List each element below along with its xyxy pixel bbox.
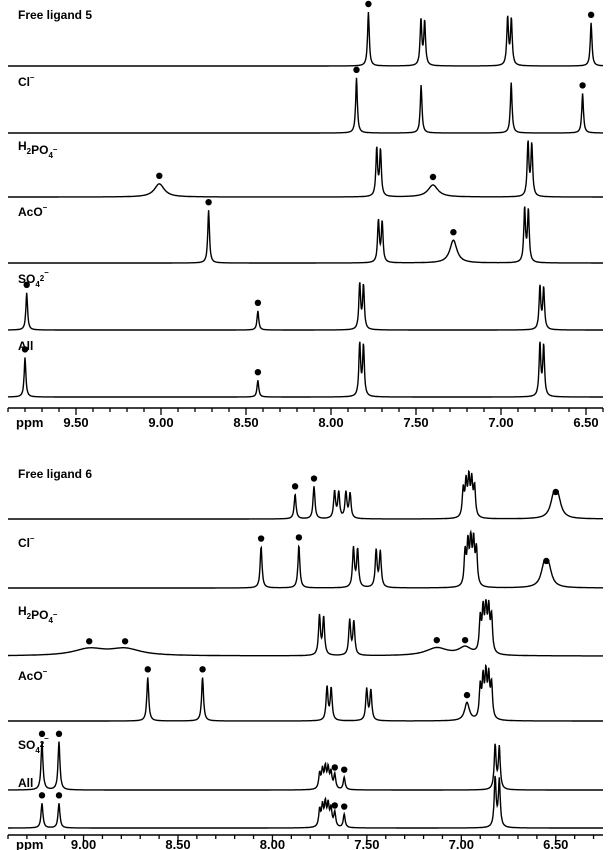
spectrum-panel-2: Free ligand 6 Cl– H2PO4– AcO– SO42– All 9.00 8.… [7,467,603,850]
peak-marker [310,475,318,482]
peak-marker [254,369,262,376]
spectrum-trace [8,282,603,331]
peak-marker [353,66,360,74]
x-unit-label: ppm [16,415,43,430]
peak-marker [21,346,29,353]
spectrum-panel-1: Free ligand 5 Cl– H2PO4– AcO– SO42– All 9.50 9.… [7,0,604,430]
spectrum-trace [8,77,603,134]
spectrum-trace [8,206,603,264]
peak-marker [543,557,550,565]
trace-2-1: Free ligand 6 [8,467,603,520]
peak-marker [257,535,265,542]
peak-marker [121,638,129,645]
peak-marker [579,82,586,89]
x-tick-label: 8.50 [233,415,258,430]
trace-2-6: All [8,775,603,829]
peak-marker [55,792,63,799]
peak-marker [86,638,93,645]
spectrum-trace [8,529,603,589]
x-tick-label: 6.50 [573,415,598,430]
spectrum-trace [8,140,603,198]
trace-1-5: SO42– [8,268,603,331]
trace-label: Cl– [18,534,35,550]
x-tick-label: 7.50 [354,837,379,850]
x-tick-label: 8.50 [165,837,190,850]
peak-marker [23,281,30,288]
peak-marker [38,792,46,799]
peak-marker [552,488,559,496]
spectrum-trace [8,11,604,67]
x-tick-label: 6.50 [543,837,568,850]
peak-marker [341,803,348,810]
peak-marker [144,666,151,673]
peak-marker [295,534,303,541]
x-tick-label: 8.00 [260,837,285,850]
trace-label: H2PO4– [18,604,58,625]
peak-marker [433,636,440,644]
trace-label: AcO– [18,667,48,683]
trace-1-2: Cl– [8,66,603,134]
spectrum-trace [7,341,603,398]
x-tick-label: 9.00 [148,415,173,430]
peak-marker [156,172,163,179]
x-tick-label: 7.00 [488,415,513,430]
trace-1-1: Free ligand 5 [8,0,604,67]
peak-marker [429,173,437,181]
peak-marker [38,730,46,738]
trace-label: Free ligand 5 [18,8,92,22]
peak-marker [461,636,469,644]
trace-2-2: Cl– [8,529,603,589]
peak-marker [341,766,348,773]
peak-marker [199,666,206,673]
trace-2-3: H2PO4– [8,599,603,657]
spectrum-trace [8,599,603,657]
trace-label: All [18,339,33,353]
peak-marker [55,730,63,738]
spectrum-trace [8,741,603,791]
trace-label: AcO– [18,203,48,219]
trace-label: All [18,776,33,790]
x-tick-label: 7.00 [449,837,474,850]
peak-marker [331,764,338,771]
spectrum-trace [8,775,603,829]
trace-label: H2PO4– [18,139,58,160]
x-tick-label: 9.50 [63,415,88,430]
trace-label: SO42– [18,734,49,755]
spectrum-trace [8,469,603,520]
trace-label: Cl– [18,73,35,89]
x-unit-label: ppm [16,837,43,850]
trace-label: Free ligand 6 [18,467,92,481]
x-tick-label: 9.00 [71,837,96,850]
peak-marker [463,691,471,699]
peak-marker [205,199,212,206]
peak-marker [254,299,262,306]
trace-1-6: All [7,339,603,398]
x-tick-label: 8.00 [318,415,343,430]
peak-marker [331,802,338,809]
peak-marker [450,229,457,236]
spectrum-trace [8,663,603,722]
trace-2-4: AcO– [8,663,603,722]
trace-1-3: H2PO4– [8,139,603,198]
peak-marker [365,0,372,8]
trace-1-4: AcO– [8,199,603,264]
x-tick-label: 7.50 [403,415,428,430]
trace-label: SO42– [18,268,49,289]
peak-marker [291,483,299,490]
trace-2-5: SO42– [8,730,603,791]
peak-marker [587,11,595,18]
